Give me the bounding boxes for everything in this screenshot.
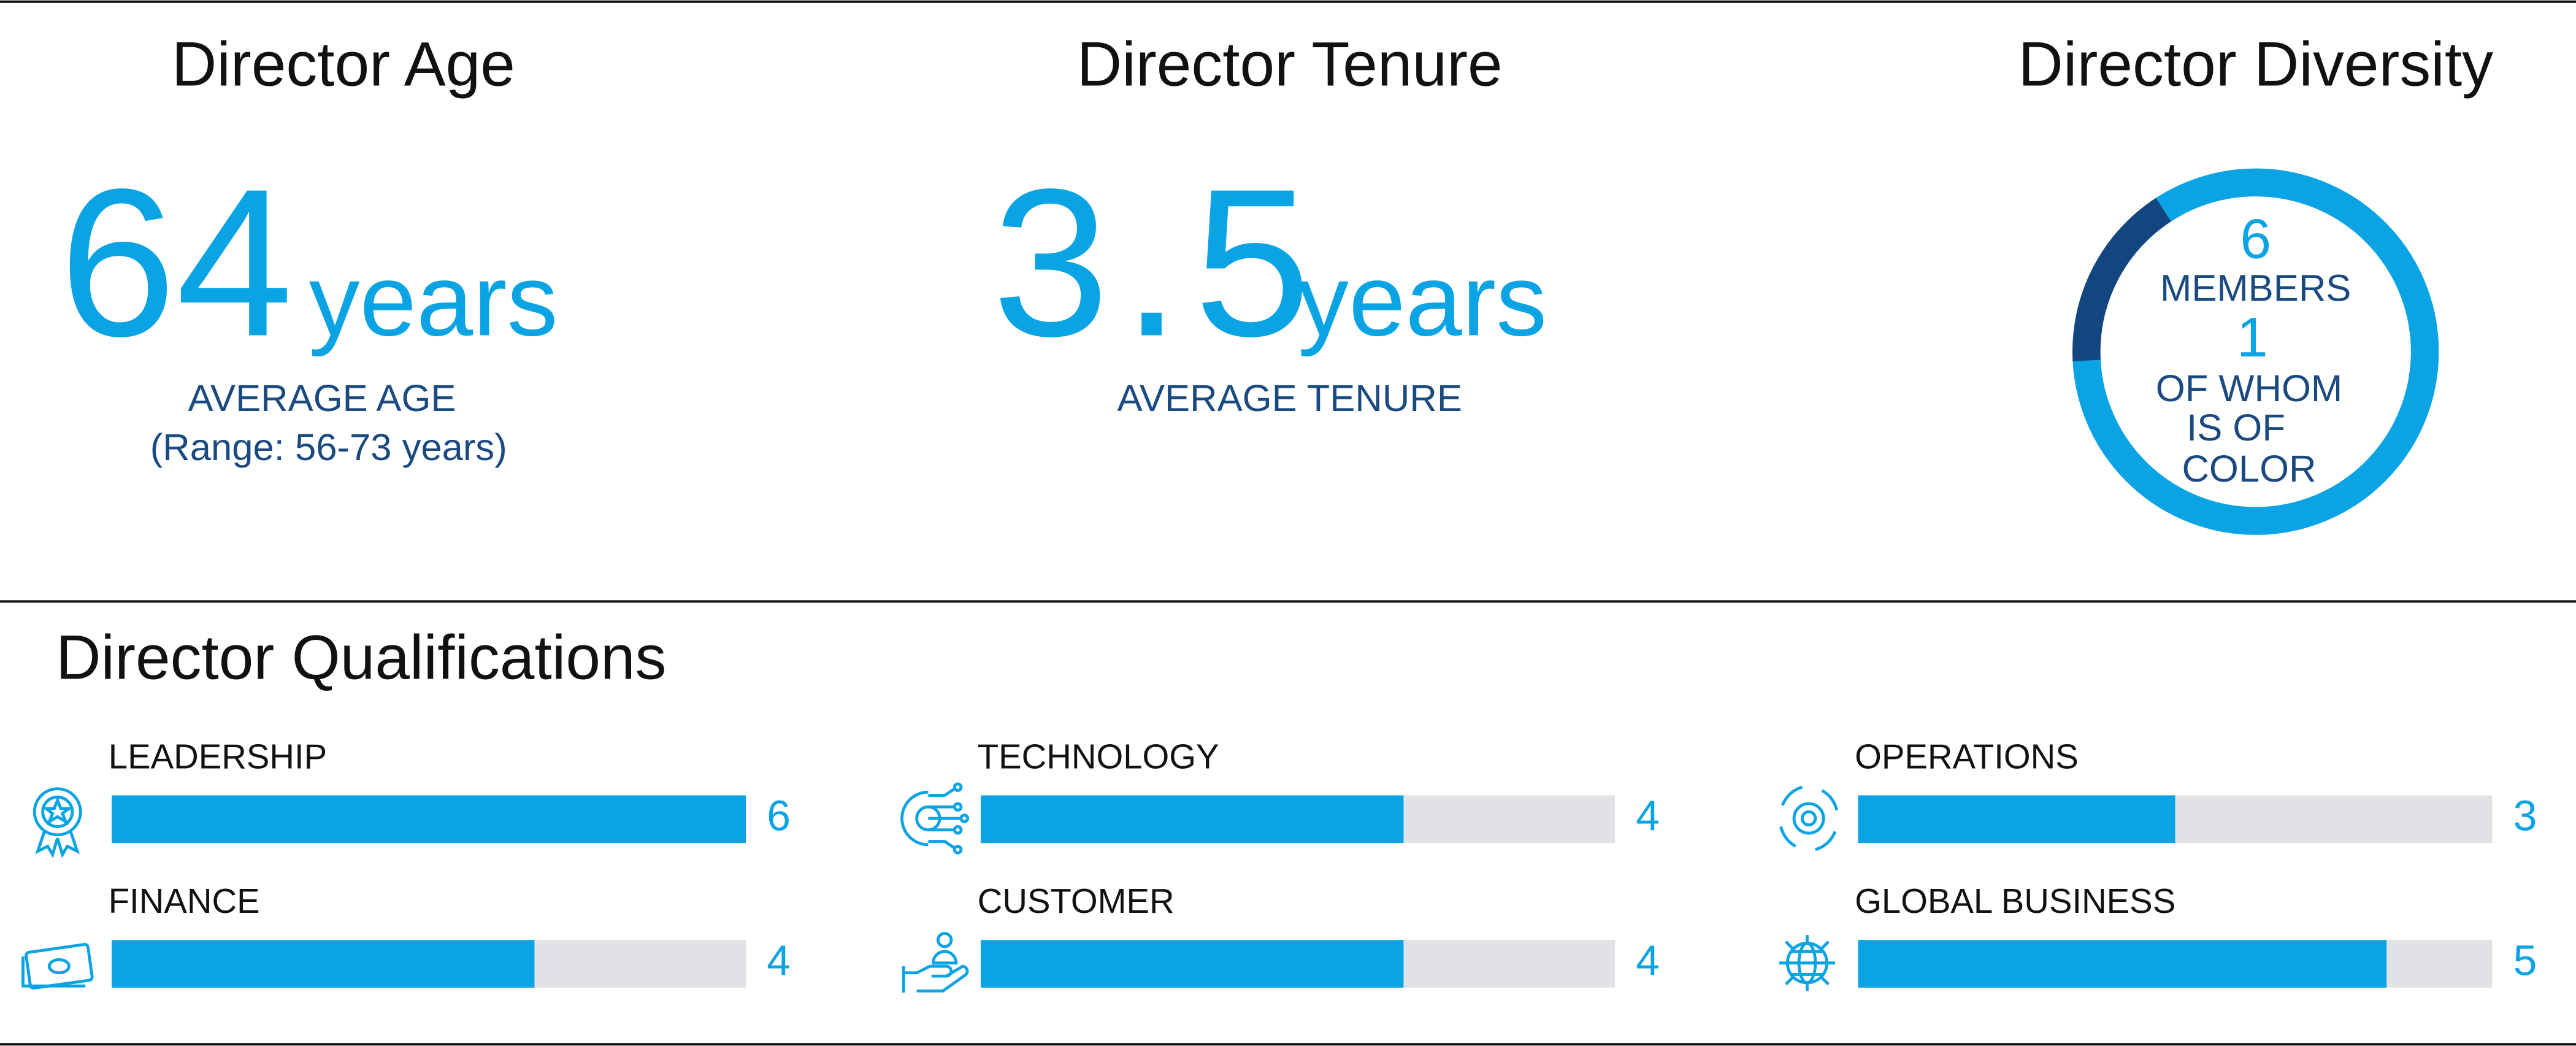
members-label: MEMBERS [2160, 267, 2351, 309]
age-range: (Range: 56-73 years) [150, 426, 507, 469]
qualifications-title: Director Qualifications [56, 622, 666, 692]
bar-label: FINANCE [109, 882, 260, 920]
bar-label: OPERATIONS [1855, 737, 2079, 775]
bar-value: 4 [1636, 792, 1660, 840]
age-unit: years [309, 244, 558, 357]
tenure-unit: years [1298, 244, 1547, 357]
tenure-value: 3.5 [992, 145, 1324, 380]
icon-technology [900, 782, 970, 855]
of-color-value: 1 [2237, 307, 2268, 369]
bar-value: 5 [2513, 936, 2537, 984]
tenure-title: Director Tenure [1077, 29, 1503, 99]
bar-value: 4 [767, 936, 791, 984]
icon-leadership [33, 787, 82, 858]
qualification-bars: LEADERSHIP 6 TECHNOLOGY 4 OPERATIONS 3 FINANCE… [109, 737, 2537, 988]
icon-operations [1779, 785, 1838, 852]
bar-value: 3 [2513, 792, 2537, 840]
icon-customer [902, 932, 969, 993]
bar-label: CUSTOMER [978, 882, 1175, 920]
tenure-caption: AVERAGE TENURE [1117, 377, 1462, 420]
bar [112, 795, 746, 844]
bar-label: GLOBAL BUSINESS [1855, 882, 2175, 920]
bar-value: 6 [767, 792, 791, 840]
age-caption: AVERAGE AGE [188, 377, 456, 420]
of-color-line: IS OF [2187, 407, 2285, 449]
donut-segment [2072, 198, 2172, 361]
bar-label: TECHNOLOGY [978, 737, 1219, 775]
icon-finance [21, 943, 94, 990]
diversity-title: Director Diversity [2018, 29, 2493, 99]
bar [112, 940, 535, 988]
donut [2072, 168, 2439, 535]
of-color-line: OF WHOM [2156, 367, 2342, 410]
of-color-line: COLOR [2182, 448, 2316, 490]
bar-label: LEADERSHIP [109, 737, 327, 775]
bar [1858, 940, 2387, 988]
bar [981, 940, 1404, 988]
age-value: 64 [59, 145, 293, 380]
bar-value: 4 [1636, 936, 1660, 984]
bar [981, 795, 1404, 844]
age-title: Director Age [172, 29, 515, 99]
bar [1858, 795, 2175, 844]
icon-global [1779, 935, 1835, 991]
members-value: 6 [2240, 209, 2271, 271]
